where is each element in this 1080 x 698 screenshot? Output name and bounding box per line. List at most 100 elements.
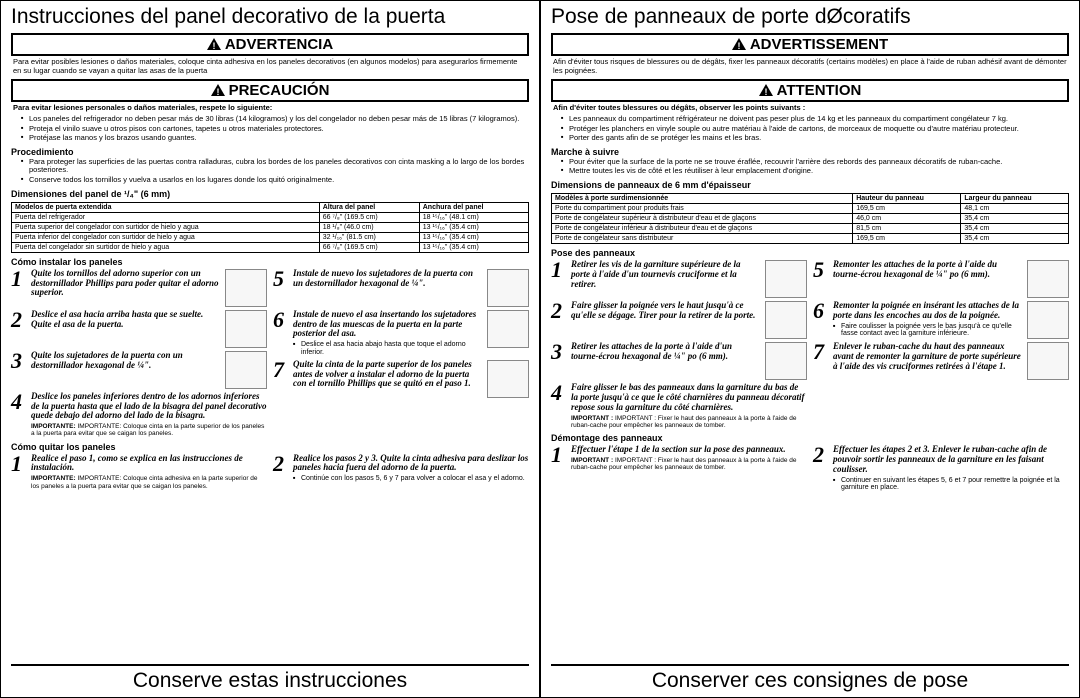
step-illustration [765, 260, 807, 298]
step-illustration [225, 351, 267, 389]
svg-text:!: ! [212, 41, 215, 50]
svg-text:!: ! [737, 41, 740, 50]
list-item: Mettre toutes les vis de côté et les réu… [561, 167, 1069, 176]
step-text: Faire glisser le bas des panneaux dans l… [571, 383, 807, 429]
steps-col-left: 1Retirer les vis de la garniture supérie… [551, 260, 807, 429]
step-text-inner: Deslice los paneles inferiores dentro de… [31, 391, 267, 421]
th: Largeur du panneau [961, 194, 1069, 204]
step-illustration [225, 310, 267, 348]
step-illustration [487, 310, 529, 348]
svg-text:!: ! [764, 87, 767, 96]
step-num: 5 [273, 269, 289, 289]
es-caution-lead: Para evitar lesiones personales o daños … [13, 104, 527, 113]
step-note: IMPORTANT : IMPORTANT : Fixer le haut de… [571, 415, 807, 429]
es-proc-heading: Procedimiento [11, 147, 529, 157]
step-4: 4Deslice los paneles inferiores dentro d… [11, 392, 267, 438]
col-es: Instrucciones del panel decorativo de la… [0, 0, 540, 698]
td: 35,4 cm [961, 214, 1069, 224]
step-text: Faire glisser la poignée vers le haut ju… [571, 301, 761, 321]
step-text: Instale de nuevo el asa insertando los s… [293, 310, 483, 357]
step-illustration [487, 360, 529, 398]
td: 32 ¹/₁₆" (81.5 cm) [319, 232, 419, 242]
step-illustration [1027, 260, 1069, 298]
list-item: Porter des gants afin de se protéger les… [561, 134, 1069, 143]
step-text: Remonter la poignée en insérant les atta… [833, 301, 1023, 338]
steps-col-right: 5Instale de nuevo los sujetadores de la … [273, 269, 529, 438]
fr-install-steps: 1Retirer les vis de la garniture supérie… [551, 260, 1069, 429]
list-item: Les panneaux du compartiment réfrigérate… [561, 115, 1069, 124]
step-num: 2 [813, 445, 829, 465]
step-text: Realice los pasos 2 y 3. Quite la cinta … [293, 454, 529, 483]
td: 81,5 cm [853, 224, 961, 234]
step-num: 2 [273, 454, 289, 474]
rem-step-2: 2Realice los pasos 2 y 3. Quite la cinta… [273, 454, 529, 483]
fr-caution-list: Les panneaux du compartiment réfrigérate… [551, 115, 1069, 144]
step-text: Retirer les vis de la garniture supérieu… [571, 260, 761, 290]
step-6: 6Instale de nuevo el asa insertando los … [273, 310, 529, 357]
step-note: IMPORTANTE: IMPORTANTE: Coloque cinta ad… [31, 475, 267, 489]
steps-col-right: 2Realice los pasos 2 y 3. Quite la cinta… [273, 454, 529, 490]
fr-remove-heading: Démontage des panneaux [551, 433, 1069, 443]
step-illustration [225, 269, 267, 307]
step-num: 3 [551, 342, 567, 362]
list-item: Conserve todos los tornillos y vuelva a … [21, 176, 529, 185]
step-illustration [765, 301, 807, 339]
es-dim-table: Modelos de puerta extendidaAltura del pa… [11, 202, 529, 253]
warning-icon: ! [211, 84, 225, 96]
step-num: 4 [11, 392, 27, 412]
th: Anchura del panel [419, 202, 528, 212]
step-num: 1 [11, 454, 27, 474]
step-7: 7Quite la cinta de la parte superior de … [273, 360, 529, 398]
warning-icon: ! [732, 38, 746, 50]
step-text: Enlever le ruban-cache du haut des panne… [833, 342, 1023, 372]
step-num: 6 [273, 310, 289, 330]
step-num: 7 [813, 342, 829, 362]
td: 13 ¹⁵/₁₆" (35.4 cm) [419, 242, 528, 252]
step-3: 3Retirer les attaches de la porte à l'ai… [551, 342, 807, 380]
list-item: Los paneles del refrigerador no deben pe… [21, 115, 529, 124]
fr-title: Pose de panneaux de porte dØcoratifs [551, 5, 1069, 29]
fr-dim-table: Modèles à porte surdimensionnéeHauteur d… [551, 193, 1069, 244]
list-item: Para proteger las superficies de las pue… [21, 158, 529, 175]
es-remove-heading: Cómo quitar los paneles [11, 442, 529, 452]
step-2: 2Faire glisser la poignée vers le haut j… [551, 301, 807, 339]
svg-text:!: ! [216, 87, 219, 96]
fr-dim-heading: Dimensions de panneaux de 6 mm d'épaisse… [551, 180, 1069, 190]
es-warning-banner: !ADVERTENCIA [11, 33, 529, 56]
fr-proc-heading: Marche à suivre [551, 147, 1069, 157]
es-dim-heading: Dimensiones del panel de ¹/₄" (6 mm) [11, 189, 529, 199]
th: Modelos de puerta extendida [12, 202, 320, 212]
td: Puerta superior del congelador con surti… [12, 222, 320, 232]
step-illustration [1027, 301, 1069, 339]
es-caution-label: PRECAUCIÓN [229, 82, 330, 99]
step-5: 5Instale de nuevo los sujetadores de la … [273, 269, 529, 307]
es-install-steps: 1Quite los tornillos del adorno superior… [11, 269, 529, 438]
step-note: IMPORTANTE: IMPORTANTE: Coloque cinta en… [31, 423, 267, 437]
td: 66 ⁷/₈" (169.5 cm) [319, 212, 419, 222]
rem-step-2: 2Effectuer les étapes 2 et 3. Enlever le… [813, 445, 1069, 492]
fr-caution-label: ATTENTION [777, 82, 862, 99]
step-text-inner: Realice los pasos 2 y 3. Quite la cinta … [293, 453, 528, 473]
td: 35,4 cm [961, 224, 1069, 234]
fr-footer: Conserver ces consignes de pose [551, 664, 1069, 697]
col-fr: Pose de panneaux de porte dØcoratifs ! AD… [540, 0, 1080, 698]
step-4: 4Faire glisser le bas des panneaux dans … [551, 383, 807, 429]
fr-remove-steps: 1Effectuer l'étape 1 de la section sur l… [551, 445, 1069, 492]
step-num: 2 [11, 310, 27, 330]
td: 18 ¹⁵/₁₆" (48.1 cm) [419, 212, 528, 222]
fr-caution-lead: Afin d'éviter toutes blessures ou dégâts… [553, 104, 1067, 113]
td: 48,1 cm [961, 204, 1069, 214]
step-text-inner: Remonter la poignée en insérant les atta… [833, 300, 1019, 320]
fr-warning-label: ADVERTISSEMENT [750, 36, 888, 53]
step-illustration [487, 269, 529, 307]
td: 169,5 cm [853, 204, 961, 214]
list-item: Protéger les planchers en vinyle souple … [561, 125, 1069, 134]
step-text: Quite los tornillos del adorno superior … [31, 269, 221, 299]
td: Porte de congélateur supérieur à distrib… [552, 214, 853, 224]
td: Puerta del congelador sin surtidor de hi… [12, 242, 320, 252]
step-3: 3Quite los sujetadores de la puerta con … [11, 351, 267, 389]
steps-col-left: 1Quite los tornillos del adorno superior… [11, 269, 267, 438]
warning-icon: ! [759, 84, 773, 96]
es-remove-steps: 1Realice el paso 1, como se explica en l… [11, 454, 529, 490]
steps-col-left: 1Effectuer l'étape 1 de la section sur l… [551, 445, 807, 492]
